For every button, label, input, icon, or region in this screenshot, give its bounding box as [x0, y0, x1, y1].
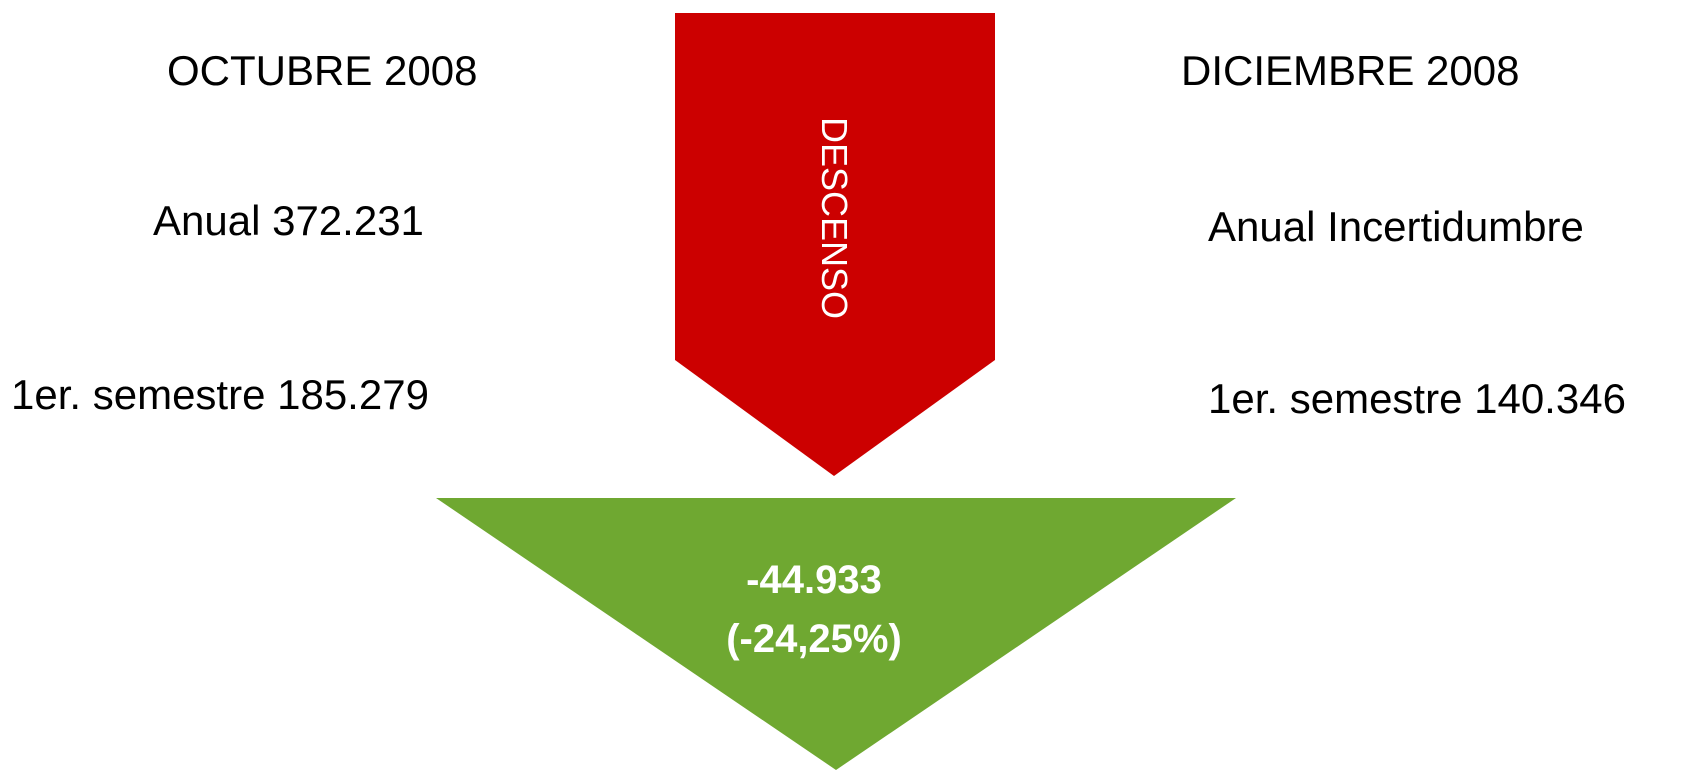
result-percent: (-24,25%): [726, 617, 902, 661]
descenso-arrow: [675, 13, 995, 476]
result-triangle: [436, 498, 1236, 770]
right-heading: DICIEMBRE 2008: [1181, 47, 1520, 94]
left-annual: Anual 372.231: [153, 197, 424, 244]
left-semester: 1er. semestre 185.279: [11, 371, 429, 418]
result-value: -44.933: [746, 558, 882, 602]
descenso-label: DESCENSO: [814, 116, 855, 320]
left-heading: OCTUBRE 2008: [167, 47, 478, 94]
right-semester: 1er. semestre 140.346: [1208, 375, 1626, 422]
right-annual: Anual Incertidumbre: [1208, 203, 1584, 250]
